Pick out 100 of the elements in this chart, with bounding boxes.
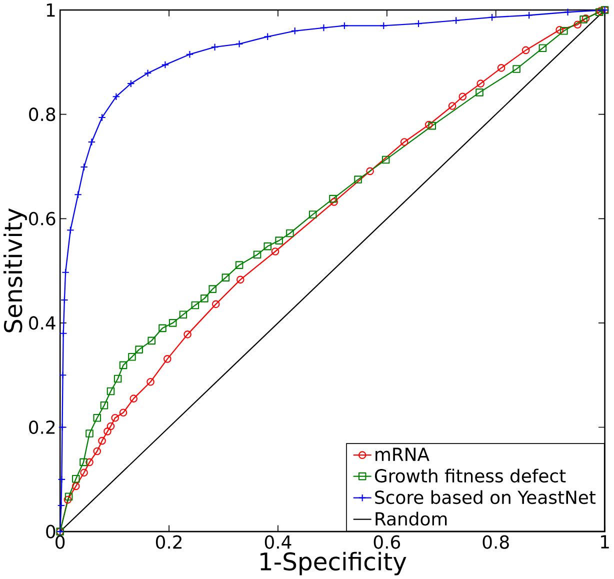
point [98,437,106,445]
y-tick-label: 0.4 [29,316,56,330]
point [93,414,102,422]
y-tick-label: 1 [46,4,55,17]
point [210,43,219,52]
point [235,261,244,270]
point [146,378,154,386]
point [64,492,73,501]
point [452,16,460,24]
point [163,355,172,363]
point [66,226,74,234]
point [106,387,115,396]
point [329,195,337,203]
point [104,428,112,436]
point [582,14,590,22]
point [184,330,192,338]
point [72,482,80,490]
y-tick-label: 0.6 [29,212,56,226]
point [400,138,408,146]
point [191,301,200,310]
point [98,114,106,122]
point [320,24,328,32]
point [340,22,348,30]
point [222,274,230,282]
point [200,294,208,302]
point [58,476,66,484]
point [580,16,588,24]
point [414,20,422,28]
point [382,156,390,164]
point [208,285,217,294]
point [525,11,533,20]
point [74,190,82,199]
point [148,336,156,345]
point [58,423,66,432]
point [59,330,68,338]
point [158,324,166,332]
point [93,447,102,456]
point [80,458,88,466]
legend-label: Growth fitness defect [374,468,566,483]
point [564,8,572,16]
legend-label: Score based on YeastNet [375,490,596,504]
point [64,496,72,504]
point [57,502,66,510]
point [127,80,135,88]
x-tick-label: 0.8 [482,535,509,549]
point [161,60,170,69]
point [476,88,484,96]
legend-label: Random [376,512,447,526]
point [330,198,338,206]
point [119,408,128,417]
point [58,371,67,380]
point [80,468,88,477]
point [119,361,128,370]
point [106,422,115,430]
x-tick-label: 0.4 [264,535,292,549]
point [100,402,108,410]
point [290,27,299,35]
point [72,475,80,483]
point [354,176,362,184]
point [476,80,484,88]
y-tick-label: 0.8 [29,108,56,122]
point [538,44,547,52]
point [144,69,152,78]
point [264,32,272,41]
x-tick-label: 0 [56,535,65,549]
point [574,20,582,29]
point [424,120,433,129]
point [62,268,70,276]
point [86,458,94,466]
point [135,346,143,354]
y-tick-label: 0 [46,524,56,538]
point [179,310,188,319]
point [286,229,294,238]
x-axis-title: 1-Specificity [260,552,406,576]
point [86,430,94,438]
point [271,248,280,256]
point [428,122,436,130]
point [212,300,220,308]
x-tick-label: 1 [601,535,609,548]
point [308,210,317,218]
point [130,394,138,403]
point [448,102,456,110]
point [168,319,177,327]
point [88,138,96,146]
point [253,250,262,259]
point [235,40,244,48]
point [380,22,388,30]
point [497,64,506,72]
point [556,26,564,34]
point [366,167,374,176]
point [458,92,467,101]
point [80,163,88,172]
point [128,353,136,361]
x-tick-label: 0.6 [374,535,400,549]
point [522,46,530,54]
point [112,92,120,101]
point [114,374,122,383]
point [512,65,520,73]
point [236,276,244,284]
point [488,14,496,22]
